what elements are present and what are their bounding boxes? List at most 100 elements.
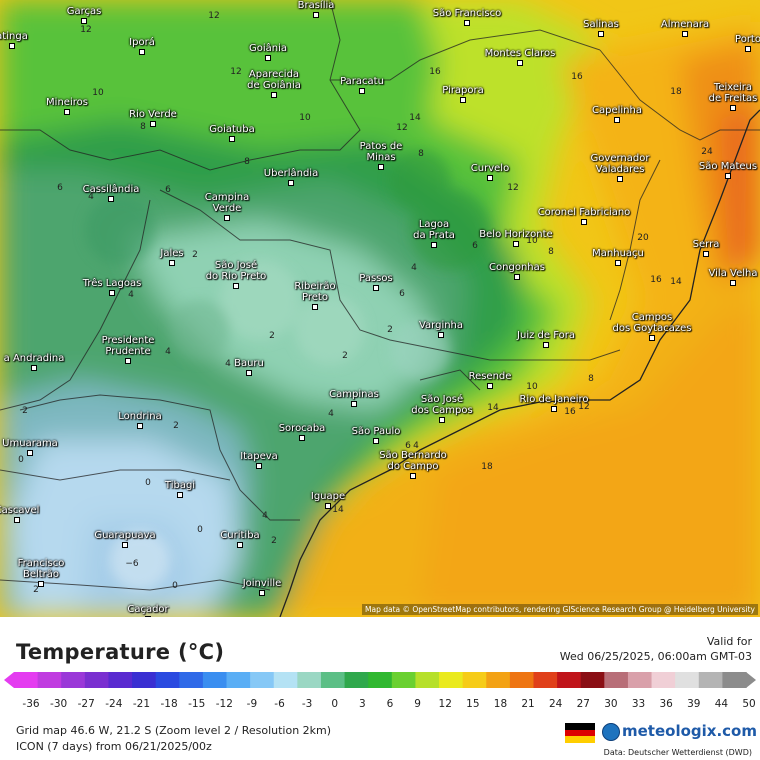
city-label: Passos: [359, 273, 393, 284]
scale-swatch: [391, 672, 417, 688]
scale-swatch: [580, 672, 605, 688]
city-marker: [617, 176, 623, 182]
city-marker: [487, 383, 493, 389]
city-marker: [246, 370, 252, 376]
scale-tick-label: 12: [438, 698, 452, 710]
city-label: Curvelo: [470, 163, 510, 174]
scale-tick-label: 21: [521, 698, 535, 710]
scale-swatch: [108, 672, 133, 688]
city-marker: [312, 304, 318, 310]
city-label: atinga: [0, 31, 28, 42]
isoline-label: 16: [429, 67, 441, 77]
data-source: Data: Deutscher Wetterdienst (DWD): [603, 748, 752, 757]
isoline-label: 2: [22, 406, 28, 416]
scale-swatch: [155, 672, 180, 688]
isoline-label: 14: [487, 403, 499, 413]
valid-time: Wed 06/25/2025, 06:00am GMT-03: [559, 650, 752, 663]
city-marker: [598, 31, 604, 37]
isoline-label: 14: [332, 505, 344, 515]
city-marker: [438, 332, 444, 338]
city-label: Campos dos Goytacazes: [612, 312, 692, 334]
isoline-label: 4: [165, 347, 171, 357]
isoline-label: 6: [405, 441, 411, 451]
isoline-label: 6: [399, 289, 405, 299]
city-label: Congonhas: [489, 262, 545, 273]
scale-tick-label: 33: [631, 698, 646, 710]
isoline-label: 4: [413, 441, 419, 451]
city-label: a Andradina: [3, 353, 65, 364]
isoline-label: 4: [262, 511, 268, 521]
city-marker: [237, 542, 243, 548]
isoline-label: 12: [396, 123, 408, 133]
city-label: São Bernardo do Campo: [379, 450, 447, 472]
city-marker: [139, 49, 145, 55]
color-scale-bar: [4, 672, 756, 688]
city-label: Guarapuava: [94, 530, 156, 541]
city-label: Curitiba: [220, 530, 260, 541]
city-marker: [108, 196, 114, 202]
city-marker: [64, 109, 70, 115]
city-label: Itapeva: [240, 451, 278, 462]
brand-logo[interactable]: meteologix.com: [622, 722, 757, 740]
city-marker: [125, 358, 131, 364]
scale-tick-label: 27: [576, 698, 590, 710]
scale-arrow-right: [746, 672, 756, 688]
isoline-label: 2: [269, 331, 275, 341]
city-label: Goiânia: [248, 43, 288, 54]
city-label: Vila Velha: [708, 268, 758, 279]
city-marker: [9, 43, 15, 49]
scale-tick-label: -18: [160, 698, 178, 710]
scale-tick-label: 18: [493, 698, 508, 710]
scale-swatch: [250, 672, 275, 688]
scale-tick-label: -36: [22, 698, 40, 710]
city-label: São José do Rio Preto: [205, 260, 267, 282]
city-marker: [517, 60, 523, 66]
city-label: Três Lagoas: [82, 278, 142, 289]
isoline-label: 8: [140, 122, 146, 132]
isoline-label: 16: [650, 275, 662, 285]
isoline-label: 18: [670, 87, 682, 97]
isoline-label: 18: [481, 462, 493, 472]
isoline-label: 14: [670, 277, 682, 287]
city-marker: [581, 219, 587, 225]
city-label: Campinas: [329, 389, 379, 400]
isoline-label: 6: [472, 241, 478, 251]
scale-swatch: [226, 672, 251, 688]
scale-arrow-left: [4, 672, 14, 688]
city-label: Mineiros: [46, 97, 88, 108]
scale-swatch: [533, 672, 558, 688]
city-marker: [725, 173, 731, 179]
city-marker: [745, 46, 751, 52]
city-label: Umuarama: [2, 438, 58, 449]
isoline-label: 16: [571, 72, 583, 82]
isoline-label: 8: [244, 157, 250, 167]
temperature-map[interactable]: Garças Brasília São Francisco Salinas Almena…: [0, 0, 760, 617]
scale-tick-label: -6: [274, 698, 285, 710]
city-label: Porto: [735, 34, 760, 45]
scale-tick-label: 3: [359, 698, 366, 710]
scale-tick-label: -3: [301, 698, 313, 710]
scale-tick-label: 0: [331, 698, 339, 710]
isoline-label: 10: [92, 88, 104, 98]
city-marker: [259, 590, 265, 596]
city-marker: [464, 20, 470, 26]
city-marker: [351, 401, 357, 407]
isoline-label: 6: [57, 183, 63, 193]
city-marker: [730, 280, 736, 286]
city-label: Varginha: [418, 320, 464, 331]
city-marker: [288, 180, 294, 186]
scale-tick-label: 24: [549, 698, 563, 710]
scale-tick-label: 39: [687, 698, 701, 710]
isoline-label: 4: [328, 409, 334, 419]
isoline-label: 0: [197, 525, 203, 535]
scale-swatch: [132, 672, 157, 688]
city-marker: [682, 31, 688, 37]
city-marker: [551, 406, 557, 412]
city-marker: [229, 136, 235, 142]
map-background: [0, 0, 760, 617]
city-marker: [373, 438, 379, 444]
city-marker: [487, 175, 493, 181]
city-label: Coronel Fabriciano: [537, 207, 631, 218]
isoline-label: 8: [548, 247, 554, 257]
city-label: Campina Verde: [204, 192, 250, 214]
